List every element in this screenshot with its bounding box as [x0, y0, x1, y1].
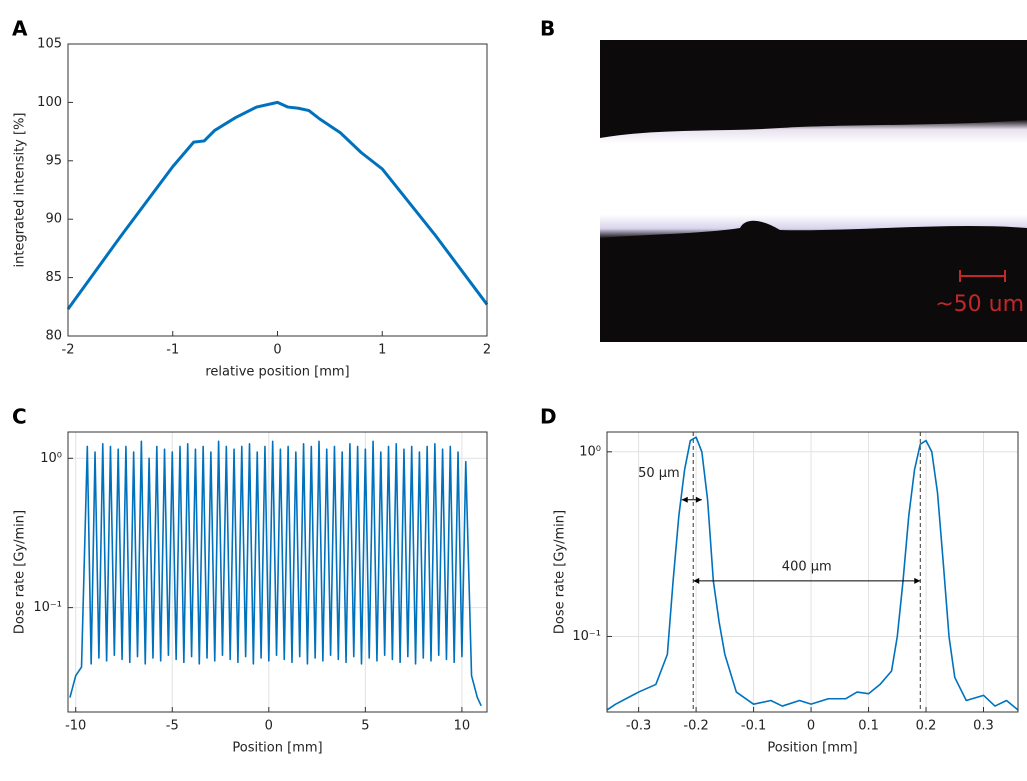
micrograph: ~50 um — [600, 40, 1027, 342]
panel-letter: D — [540, 405, 557, 429]
y-tick-label: 95 — [45, 153, 62, 168]
x-axis-label: relative position [mm] — [205, 365, 349, 380]
axes-box — [606, 431, 1019, 713]
arrow-head — [681, 496, 702, 503]
x-tick-label: 0 — [807, 719, 815, 734]
annotation-label: 400 µm — [782, 559, 832, 574]
data-line — [69, 440, 482, 707]
x-tick-label: 5 — [361, 719, 369, 734]
y-tick-label: 10⁻¹ — [572, 629, 601, 644]
x-tick-label: 2 — [483, 343, 491, 358]
axes-box — [67, 43, 488, 337]
data-line — [66, 100, 489, 311]
x-axis-label: Position [mm] — [232, 741, 322, 756]
x-tick-label: 0.1 — [858, 719, 879, 734]
x-tick-label: -0.1 — [741, 719, 766, 734]
panel-letter: A — [12, 17, 28, 41]
y-tick-label: 80 — [45, 329, 62, 344]
axes-box — [67, 431, 488, 713]
x-tick-label: -10 — [65, 719, 86, 734]
x-tick-label: 0.2 — [916, 719, 937, 734]
y-tick-label: 100 — [37, 95, 62, 110]
y-tick-label: 10⁰ — [579, 444, 601, 459]
x-tick-label: -0.2 — [683, 719, 708, 734]
x-tick-label: 0 — [265, 719, 273, 734]
data-line — [606, 436, 1019, 711]
x-tick-label: 1 — [378, 343, 386, 358]
x-tick-label: -1 — [166, 343, 179, 358]
panel-letter: B — [540, 17, 555, 41]
y-tick-label: 105 — [37, 37, 62, 52]
x-tick-label: -5 — [166, 719, 179, 734]
y-tick-label: 10⁰ — [40, 451, 62, 466]
x-tick-label: -2 — [62, 343, 75, 358]
y-axis-label: integrated intensity [%] — [13, 113, 28, 268]
x-tick-label: 0.3 — [973, 719, 994, 734]
x-tick-label: -0.3 — [626, 719, 651, 734]
y-tick-label: 10⁻¹ — [33, 600, 62, 615]
x-tick-label: 0 — [273, 343, 281, 358]
annotation-label: 50 µm — [638, 466, 680, 481]
y-axis-label: Dose rate [Gy/min] — [553, 510, 568, 634]
panel-letter: C — [12, 405, 27, 429]
fiber-band — [600, 120, 1027, 238]
scale-label: ~50 um — [935, 292, 1024, 317]
x-tick-label: 10 — [454, 719, 471, 734]
x-axis-label: Position [mm] — [767, 741, 857, 756]
y-axis-label: Dose rate [Gy/min] — [13, 510, 28, 634]
y-tick-label: 85 — [45, 270, 62, 285]
y-tick-label: 90 — [45, 212, 62, 227]
